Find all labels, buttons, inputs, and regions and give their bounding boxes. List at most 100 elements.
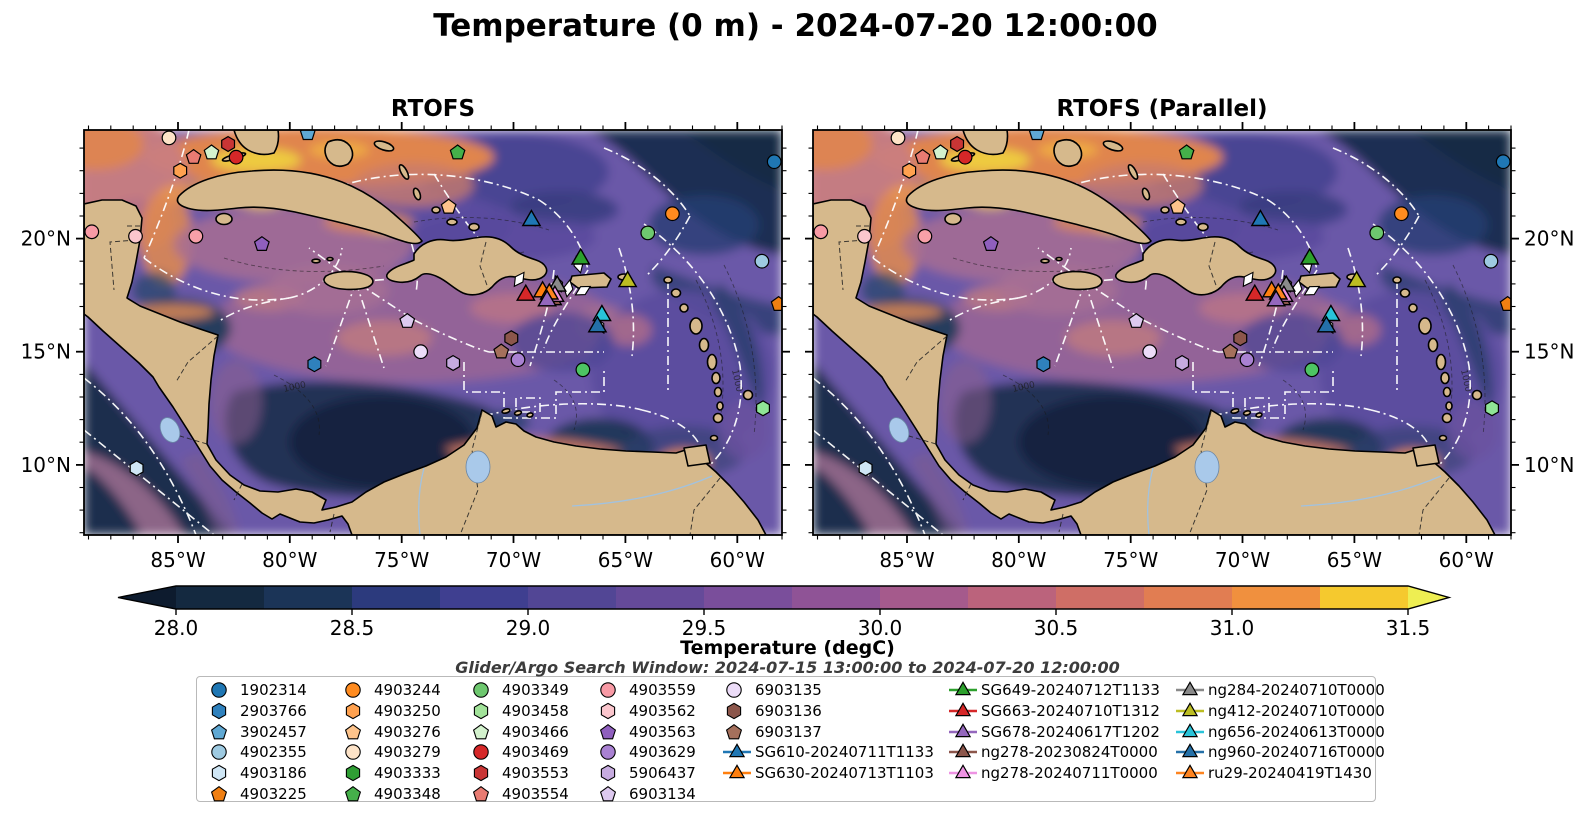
map-marker-4903250 <box>902 162 917 179</box>
map-marker-2903766 <box>307 356 322 373</box>
legend-label: SG649-20240712T1133 <box>981 681 1160 700</box>
map-marker-SG678-20240617T1202 <box>1266 289 1287 307</box>
legend-column-4: 4903559 4903562 4903563 4903629 5906437 69031… <box>596 680 696 804</box>
legend-column-1: 1902314 2903766 3902457 4902355 4903186 49032… <box>207 680 307 804</box>
map-marker-SG649-20240712T1133 <box>570 247 591 265</box>
map-marker-4903348 <box>449 144 466 160</box>
map-marker-5906437 <box>446 354 461 372</box>
map-marker-4903559 <box>84 224 100 240</box>
land-aruba <box>1230 408 1240 414</box>
pentagon-marker-icon <box>599 785 617 802</box>
axis-ticks <box>76 122 790 543</box>
legend-item-6903135: 6903135 <box>722 680 934 701</box>
legend-item-ng412-20240710T0000: ng412-20240710T0000 <box>1175 701 1385 722</box>
map-marker-5906437 <box>1175 354 1190 372</box>
triangle-marker-icon <box>723 743 751 758</box>
eez-boundaries <box>84 130 742 535</box>
legend-item-6903134: 6903134 <box>596 783 696 804</box>
land-florida <box>233 130 280 156</box>
triangle-marker-icon <box>1176 722 1204 737</box>
legend-label: ru29-20240419T1430 <box>1208 764 1372 783</box>
lake-nicaragua <box>888 417 910 443</box>
legend-item-4903333: 4903333 <box>341 763 441 784</box>
svg-text:31.0: 31.0 <box>1210 616 1255 640</box>
legend-label: 4903333 <box>374 764 441 783</box>
legend-item-6903137: 6903137 <box>722 721 934 742</box>
legend-title: Glider/Argo Search Window: 2024-07-15 13… <box>455 658 1120 677</box>
legend-label: 4903279 <box>374 743 441 762</box>
lake-nicaragua <box>159 417 181 443</box>
triangle-marker-icon <box>949 681 977 696</box>
legend-label: ng278-20230824T0000 <box>981 743 1158 762</box>
axis-tick-labels: 85°W 80°W 75°W 70°W 65°W 60°W 10°N 15°N 20°N <box>21 227 766 572</box>
legend-item-4903244: 4903244 <box>341 680 441 701</box>
hexagon-marker-icon <box>345 702 361 720</box>
pentagon-marker-icon <box>725 723 743 740</box>
country-borders <box>838 225 1450 535</box>
legend-label: 6903137 <box>755 722 822 741</box>
land-martinique <box>706 353 718 371</box>
map-marker-4903458 <box>1484 400 1500 417</box>
rivers <box>1147 467 1442 535</box>
land-aruba <box>501 408 511 414</box>
svg-text:60°W: 60°W <box>710 548 765 572</box>
hexagon-marker-icon <box>211 702 227 720</box>
map-marker-4902355 <box>1483 253 1499 269</box>
legend-column-2: 4903244 4903250 4903276 4903279 4903333 49033… <box>341 680 441 804</box>
land-tobago <box>709 434 719 442</box>
land-turks <box>468 222 480 232</box>
land-guadeloupe <box>1418 317 1432 335</box>
map-marker-SG663-20240710T1312 <box>1244 283 1265 301</box>
axis-ticks <box>805 122 1519 543</box>
svg-text:65°W: 65°W <box>598 548 653 572</box>
hexagon-marker-icon <box>600 702 616 720</box>
map-marker-1902314 <box>1495 154 1511 170</box>
map-marker-4903563b <box>188 228 204 244</box>
colorbar-label: Temperature (degC) <box>680 637 895 659</box>
legend-label: ng412-20240710T0000 <box>1208 702 1385 721</box>
svg-text:60°W: 60°W <box>1439 548 1494 572</box>
map-marker-SG610-20240711T1133 <box>521 209 542 227</box>
legend-item-4903279: 4903279 <box>341 742 441 763</box>
map-marker-4903466 <box>932 144 949 160</box>
colorbar-segments <box>117 585 1452 610</box>
map-marker-4903279 <box>161 130 177 146</box>
legend-item-4903554: 4903554 <box>469 783 569 804</box>
colorbar-arrow-left <box>118 586 176 609</box>
legend-item-4903469: 4903469 <box>469 742 569 763</box>
legend-item-SG663-20240710T1312: SG663-20240710T1312 <box>948 701 1160 722</box>
map-marker-4903563 <box>253 235 270 252</box>
legend-box: 1902314 2903766 3902457 4902355 4903186 49032… <box>196 676 1385 804</box>
land-grenada <box>1441 412 1453 424</box>
legend-label: SG610-20240711T1133 <box>755 743 934 762</box>
map-marker-track-1 <box>1242 271 1254 288</box>
land-jamaica <box>1052 270 1103 291</box>
svg-text:75°W: 75°W <box>374 548 429 572</box>
map-marker-ng960-20240716T0000 <box>1316 315 1337 333</box>
map-marker-ng960-20240716T0000 <box>587 315 608 333</box>
panel-title-rtofs-parallel: RTOFS (Parallel) <box>1056 96 1268 122</box>
map-marker-4903554 <box>185 148 202 164</box>
svg-text:10°N: 10°N <box>21 453 71 477</box>
map-marker-track-4 <box>1303 285 1321 296</box>
pentagon-marker-icon <box>344 723 362 740</box>
legend-label: 4903553 <box>502 764 569 783</box>
pentagon-marker-icon <box>210 723 228 740</box>
land-trinidad <box>1412 444 1440 467</box>
legend-label: 4903250 <box>374 702 441 721</box>
legend-column-3: 4903349 4903458 4903466 4903469 4903553 49035… <box>469 680 569 804</box>
map-marker-4903554 <box>914 148 931 164</box>
land-guadeloupe <box>689 317 703 335</box>
map-marker-4903469 <box>957 149 973 165</box>
pentagon-marker-icon <box>344 785 362 802</box>
map-marker-4903563b <box>917 228 933 244</box>
circle-marker-icon <box>211 682 227 699</box>
land-cayman <box>311 258 321 264</box>
legend-label: 4903186 <box>240 764 307 783</box>
land-jamaica <box>323 270 374 291</box>
land-masses <box>813 130 1496 535</box>
hexagon-marker-icon <box>345 764 361 782</box>
legend-label: 6903135 <box>755 681 822 700</box>
map-marker-4903469 <box>228 149 244 165</box>
